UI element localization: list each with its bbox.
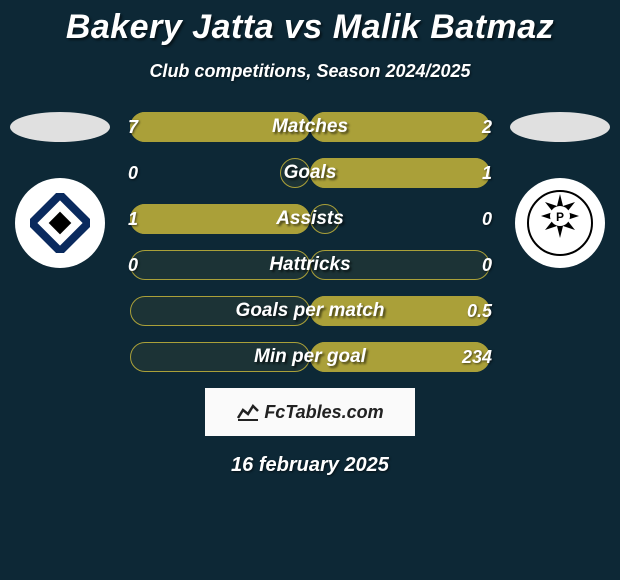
- stat-row: 234Min per goal: [120, 342, 500, 372]
- stat-value-left: 0: [128, 250, 138, 280]
- stat-row: 00Hattricks: [120, 250, 500, 280]
- player-right-club-badge: P: [515, 178, 605, 268]
- bar-fill-right: [310, 112, 490, 142]
- player-left-club-badge: [15, 178, 105, 268]
- player-right-photo-placeholder: [510, 112, 610, 142]
- bar-fill-right: [310, 158, 490, 188]
- footer-brand-logo: FcTables.com: [205, 388, 415, 436]
- preussen-badge-icon: P: [525, 188, 595, 258]
- bar-fill-right: [310, 296, 490, 326]
- stat-value-left: 0: [128, 158, 138, 188]
- stat-value-right: 0.5: [467, 296, 492, 326]
- stat-row: 01Goals: [120, 158, 500, 188]
- stat-value-right: 0: [482, 204, 492, 234]
- footer-brand-text: FcTables.com: [264, 402, 383, 423]
- page-title: Bakery Jatta vs Malik Batmaz: [0, 0, 620, 47]
- bar-outline-left: [130, 296, 310, 326]
- player-left-photo-placeholder: [10, 112, 110, 142]
- player-left-column: [10, 112, 110, 268]
- bar-outline-left: [280, 158, 310, 188]
- bar-outline-left: [130, 250, 310, 280]
- stat-value-right: 234: [462, 342, 492, 372]
- footer-date: 16 february 2025: [0, 454, 620, 477]
- comparison-chart: P 72Matches01Goals10Assists00Hattricks0.…: [0, 112, 620, 372]
- bar-outline-right: [310, 250, 490, 280]
- player-right-column: P: [510, 112, 610, 268]
- hsv-badge-icon: [30, 193, 90, 253]
- stat-value-left: 1: [128, 204, 138, 234]
- stat-row: 10Assists: [120, 204, 500, 234]
- svg-text:P: P: [556, 210, 564, 224]
- stat-row: 72Matches: [120, 112, 500, 142]
- stat-value-right: 2: [482, 112, 492, 142]
- stat-value-right: 0: [482, 250, 492, 280]
- stat-row: 0.5Goals per match: [120, 296, 500, 326]
- bar-outline-left: [130, 342, 310, 372]
- bar-outline-right: [310, 204, 340, 234]
- bar-fill-left: [130, 204, 310, 234]
- stat-value-right: 1: [482, 158, 492, 188]
- bar-fill-left: [130, 112, 310, 142]
- chart-icon: [236, 402, 260, 422]
- page-subtitle: Club competitions, Season 2024/2025: [0, 61, 620, 82]
- stat-value-left: 7: [128, 112, 138, 142]
